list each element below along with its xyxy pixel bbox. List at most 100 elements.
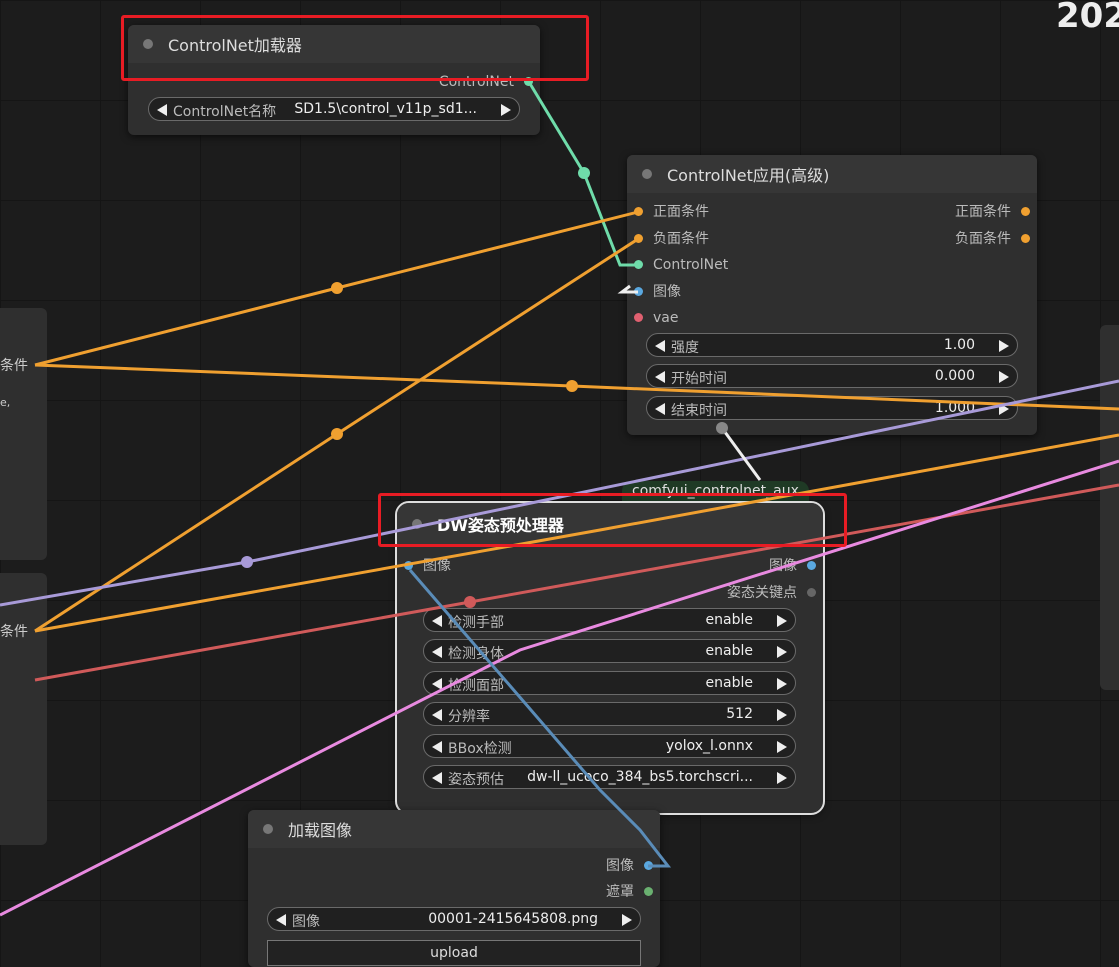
side-label: e, (0, 396, 11, 409)
arrow-left[interactable] (432, 646, 442, 658)
widget-value: enable (705, 643, 753, 659)
arrow-right[interactable] (501, 104, 511, 116)
arrow-left[interactable] (432, 615, 442, 627)
wire-dot (716, 422, 728, 434)
wire-dots (241, 167, 728, 608)
partial-node (0, 573, 47, 845)
input-slot: vae (634, 308, 678, 328)
side-label: 条件 (0, 624, 28, 640)
widget-value: SD1.5\control_v11p_sd1... (294, 101, 477, 117)
wire-dot (464, 596, 476, 608)
widget[interactable]: 检测手部 enable (423, 608, 796, 632)
slot-dot (644, 887, 653, 896)
input-slot: 正面条件 (634, 202, 709, 222)
input-slot: ControlNet (634, 255, 728, 275)
widget-label: 结束时间 (671, 403, 727, 419)
slot-dot (1021, 207, 1030, 216)
wire-dot (331, 428, 343, 440)
widget-label: 姿态预估 (448, 772, 504, 788)
widget[interactable]: 强度 1.00 (646, 333, 1018, 357)
widget-label: BBox检测 (448, 741, 512, 757)
widget[interactable]: 姿态预估 dw-ll_ucoco_384_bs5.torchscri... (423, 765, 796, 789)
widget-value: enable (705, 612, 753, 628)
arrow-right[interactable] (777, 615, 787, 627)
wire (408, 569, 672, 868)
node-title: 加载图像 (248, 810, 660, 848)
input-slot: 负面条件 (634, 229, 709, 249)
wire (527, 81, 638, 267)
wire-dot (241, 556, 253, 568)
arrow-left[interactable] (432, 772, 442, 784)
widget[interactable]: 检测面部 enable (423, 671, 796, 695)
arrow-right[interactable] (777, 646, 787, 658)
arrow-right[interactable] (777, 772, 787, 784)
arrow-left[interactable] (157, 104, 167, 116)
widget-label: 检测手部 (448, 615, 504, 631)
wire-dot (331, 282, 343, 294)
wire (0, 459, 1119, 917)
widget-label: 开始时间 (671, 371, 727, 387)
wire-dot (566, 380, 578, 392)
arrow-right[interactable] (999, 371, 1009, 383)
arrow-left[interactable] (655, 371, 665, 383)
widget[interactable]: BBox检测 yolox_l.onnx (423, 734, 796, 758)
arrow-right[interactable] (622, 914, 632, 926)
output-slot: 遮罩 (606, 882, 653, 902)
partial-node (1100, 325, 1119, 690)
widget[interactable]: 分辨率 512 (423, 702, 796, 726)
slot-dot (524, 77, 533, 86)
widget-value: 0.000 (934, 368, 975, 384)
arrow-right[interactable] (777, 709, 787, 721)
slot-dot (1021, 234, 1030, 243)
arrow-right[interactable] (777, 678, 787, 690)
node-title: ControlNet应用(高级) (627, 155, 1037, 193)
widget-value: 512 (726, 706, 753, 722)
slot-dot (807, 561, 816, 570)
widget[interactable]: 图像 00001-2415645808.png (267, 907, 641, 931)
widget-value: yolox_l.onnx (665, 738, 753, 754)
widget-label: 检测面部 (448, 678, 504, 694)
widget-label: 强度 (671, 340, 699, 356)
arrow-right[interactable] (999, 340, 1009, 352)
arrow-right[interactable] (999, 403, 1009, 415)
widget[interactable]: 开始时间 0.000 (646, 364, 1018, 388)
widget-label: 分辨率 (448, 709, 490, 725)
wire (720, 427, 762, 481)
corner-text: 202 (1056, 0, 1119, 36)
node-title: ControlNet加载器 (128, 25, 540, 63)
output-slot: 姿态关键点 (727, 583, 816, 603)
widget-label: 检测身体 (448, 646, 504, 662)
slot-dot (634, 260, 643, 269)
output-slot: 负面条件 (955, 229, 1030, 249)
side-label: 条件 (0, 358, 28, 374)
upload-button[interactable]: upload (267, 940, 641, 966)
widget-value: 00001-2415645808.png (428, 911, 598, 927)
arrow-left[interactable] (655, 340, 665, 352)
widget-label: 图像 (292, 914, 320, 930)
node-title: DW姿态预处理器 (397, 503, 823, 545)
slot-dot (634, 207, 643, 216)
wire (34, 433, 1119, 633)
slot-dot (634, 313, 643, 322)
output-slot: 正面条件 (955, 202, 1030, 222)
partial-node (0, 308, 47, 560)
arrow-left[interactable] (655, 403, 665, 415)
widget-value: enable (705, 675, 753, 691)
widget-label: ControlNet名称 (173, 104, 277, 120)
arrow-left[interactable] (432, 678, 442, 690)
arrow-left[interactable] (276, 914, 286, 926)
widget[interactable]: ControlNet名称 SD1.5\control_v11p_sd1... (148, 97, 520, 121)
arrow-left[interactable] (432, 709, 442, 721)
arrow-right[interactable] (777, 741, 787, 753)
input-slot: 图像 (634, 282, 681, 302)
widget-value: 1.00 (943, 337, 975, 353)
highlight-box (378, 493, 847, 547)
wire (617, 284, 638, 294)
node: 加载图像图像 遮罩图像 00001-2415645808.png upload (248, 810, 660, 967)
slot-dot (634, 234, 643, 243)
highlight-box (121, 15, 589, 81)
arrow-left[interactable] (432, 741, 442, 753)
wire-dot (578, 167, 590, 179)
